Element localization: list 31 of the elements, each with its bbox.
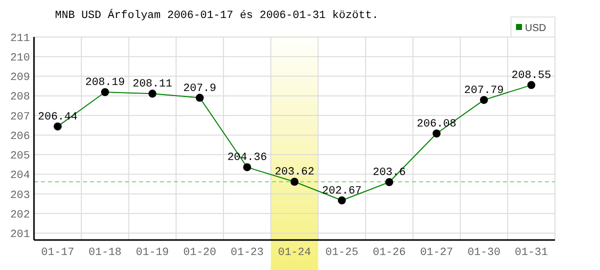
x-tick-label: 01-26 [372, 247, 406, 259]
x-tick-label: 01-24 [278, 247, 312, 259]
y-tick-label: 211 [10, 32, 30, 45]
y-tick-label: 203 [10, 190, 30, 202]
chart-title: MNB USD Árfolyam 2006-01-17 és 2006-01-31 között. [55, 8, 378, 22]
data-label: 208.19 [85, 77, 125, 90]
data-label: 203.62 [274, 166, 314, 179]
y-tick-label: 210 [10, 52, 30, 64]
x-tick-label: 01-27 [420, 247, 454, 259]
y-tick-label: 205 [10, 150, 30, 163]
y-tick-label: 208 [10, 92, 30, 104]
y-tick-label: 209 [10, 72, 30, 84]
x-tick-label: 01-30 [467, 247, 500, 259]
y-tick-label: 202 [10, 209, 30, 222]
data-label: 202.67 [322, 185, 362, 198]
y-tick-label: 201 [10, 228, 30, 241]
y-tick-label: 206 [10, 130, 30, 143]
data-label: 208.55 [512, 70, 552, 82]
data-label: 207.9 [183, 82, 216, 95]
y-tick-label: 207 [10, 111, 30, 124]
legend-label: USD [525, 23, 546, 34]
data-label: 208.11 [132, 78, 173, 91]
x-tick-label: 01-18 [88, 247, 122, 259]
y-tick-label: 204 [10, 170, 30, 182]
x-tick-label: 01-23 [230, 247, 264, 259]
x-tick-label: 01-25 [325, 247, 358, 259]
x-tick-label: 01-20 [183, 247, 216, 259]
x-tick-label: 01-19 [136, 247, 169, 259]
x-tick-label: 01-31 [514, 247, 548, 259]
x-tick-label: 01-17 [41, 247, 74, 259]
data-label: 207.79 [464, 84, 504, 97]
